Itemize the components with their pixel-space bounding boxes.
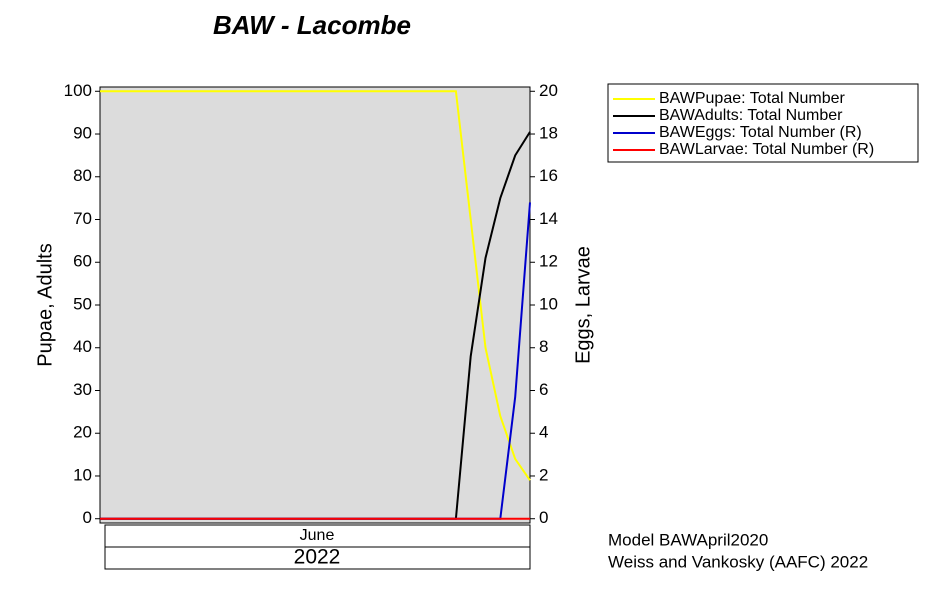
- y-tick-label: 90: [73, 124, 92, 143]
- y2-tick-label: 18: [539, 124, 558, 143]
- y-axis-label: Pupae, Adults: [34, 243, 56, 366]
- y2-tick-label: 6: [539, 380, 548, 399]
- x-month-label: June: [300, 527, 335, 544]
- y2-tick-label: 8: [539, 337, 548, 356]
- y-tick-label: 70: [73, 209, 92, 228]
- x-year-label: 2022: [294, 546, 341, 569]
- y-tick-label: 60: [73, 252, 92, 271]
- y2-tick-label: 2: [539, 465, 548, 484]
- y-tick-label: 20: [73, 423, 92, 442]
- y-tick-label: 100: [64, 81, 92, 100]
- legend-label: BAWAdults: Total Number: [659, 107, 843, 124]
- y2-tick-label: 0: [539, 508, 548, 527]
- y2-tick-label: 14: [539, 209, 558, 228]
- y2-axis-label: Eggs, Larvae: [572, 246, 594, 364]
- chart-title: BAW - Lacombe: [213, 10, 411, 40]
- legend-label: BAWPupae: Total Number: [659, 90, 846, 107]
- legend-label: BAWEggs: Total Number (R): [659, 124, 862, 141]
- y2-tick-label: 12: [539, 252, 558, 271]
- y2-tick-label: 10: [539, 294, 558, 313]
- legend: [607, 83, 919, 163]
- footnote: Weiss and Vankosky (AAFC) 2022: [608, 552, 868, 571]
- y-tick-label: 50: [73, 294, 92, 313]
- series-line: [100, 90, 531, 481]
- y-tick-label: 0: [83, 508, 92, 527]
- y-tick-label: 30: [73, 380, 92, 399]
- y-tick-label: 40: [73, 337, 92, 356]
- legend-label: BAWLarvae: Total Number (R): [659, 141, 874, 158]
- y2-tick-label: 4: [539, 423, 548, 442]
- footnote: Model BAWApril2020: [608, 530, 768, 549]
- plot-background: [100, 87, 530, 523]
- year-box: [104, 546, 531, 570]
- y-tick-label: 80: [73, 166, 92, 185]
- y-tick-label: 10: [73, 465, 92, 484]
- y2-tick-label: 20: [539, 81, 558, 100]
- y2-tick-label: 16: [539, 166, 558, 185]
